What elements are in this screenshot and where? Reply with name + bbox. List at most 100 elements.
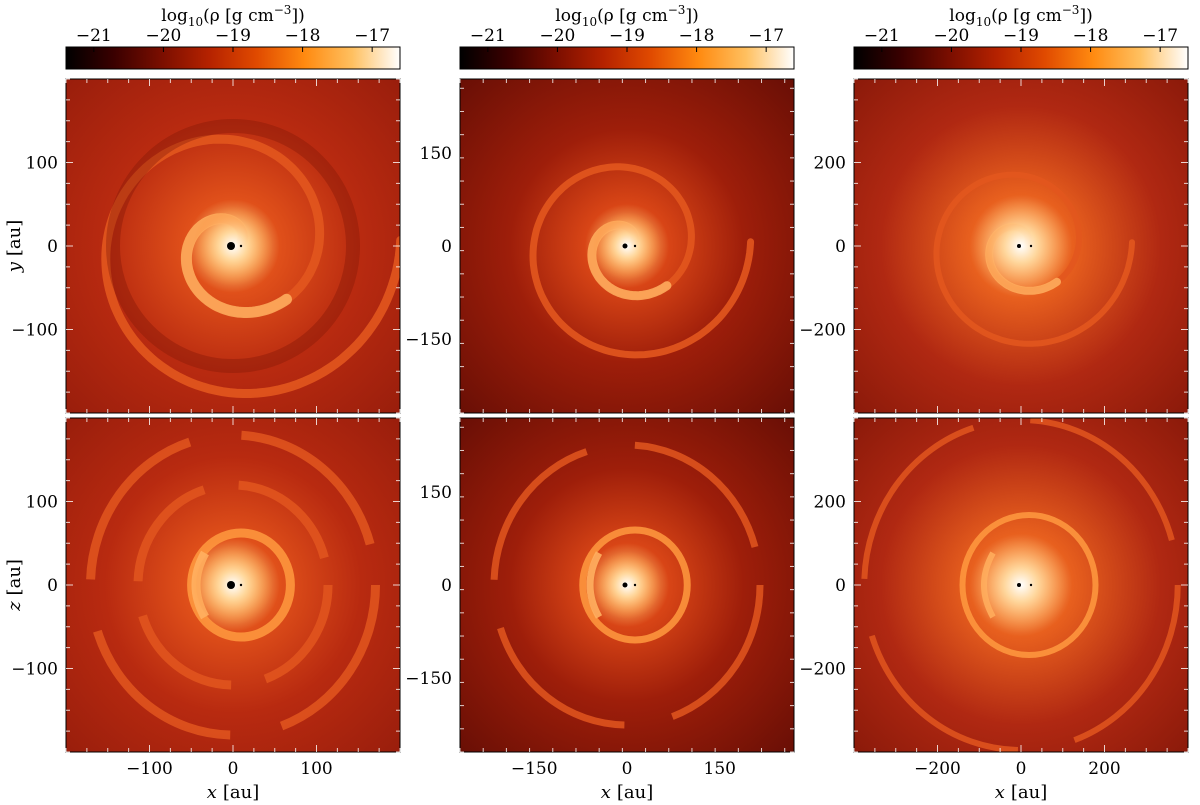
shell-arc bbox=[86, 430, 380, 740]
x-tick-label: −100 bbox=[126, 759, 173, 779]
colorbar-title-exp: −3 bbox=[668, 3, 686, 17]
colorbar-title-end: ]) bbox=[685, 6, 698, 26]
y-tick-label: 0 bbox=[441, 576, 452, 596]
colorbar-title-end: ]) bbox=[1079, 6, 1092, 26]
y-tick-label: 0 bbox=[47, 576, 58, 596]
panel-face-on-1: −100 0 100 bbox=[11, 78, 401, 414]
companion-star bbox=[633, 244, 637, 248]
y-axis-unit: [au] bbox=[4, 220, 25, 256]
y-tick-label: 100 bbox=[26, 493, 58, 513]
colorbar-3: −21 −20 −19 −18 −17 log10(ρ [g cm−3]) bbox=[853, 3, 1189, 70]
colorbar-title-sub: 10 bbox=[976, 15, 991, 29]
panel-face-on-3: −200 0 200 bbox=[799, 78, 1189, 414]
x-axis-unit: [au] bbox=[617, 782, 653, 803]
colorbar-title-sub: 10 bbox=[188, 15, 203, 29]
colorbar-2: −21 −20 −19 −18 −17 log10(ρ [g cm−3]) bbox=[459, 3, 795, 70]
shell-arc bbox=[861, 418, 1181, 752]
axis-labels: y [au] x [au] x [au] x [au] z [au] bbox=[4, 220, 1047, 803]
y-tick-label: 0 bbox=[47, 237, 58, 257]
colorbar-1: −21 −20 −19 −18 −17 log10(ρ [g cm−3]) bbox=[65, 3, 401, 70]
x-axis-unit: [au] bbox=[1011, 782, 1047, 803]
primary-star bbox=[622, 582, 628, 588]
y-tick-label: 100 bbox=[26, 154, 58, 174]
x-tick-label: −200 bbox=[914, 759, 961, 779]
colorbar-tick-label: −18 bbox=[679, 26, 715, 46]
y-tick-label: 200 bbox=[814, 154, 846, 174]
x-tick-label: 0 bbox=[228, 759, 239, 779]
y-axis-label: y [au] bbox=[4, 220, 25, 274]
colorbar-tick-label: −18 bbox=[285, 26, 321, 46]
companion-star bbox=[1029, 244, 1033, 248]
colorbar-tick-label: −21 bbox=[76, 26, 112, 46]
colorbar-tick-label: −18 bbox=[1073, 26, 1109, 46]
x-axis-label: x [au] bbox=[601, 782, 654, 803]
x-axis-label: x [au] bbox=[995, 782, 1048, 803]
y-tick-label: −150 bbox=[405, 330, 452, 350]
x-axis-label: x [au] bbox=[207, 782, 260, 803]
colorbar-title-rest: (ρ [g cm bbox=[991, 6, 1062, 26]
dark-ring bbox=[106, 119, 360, 373]
panel-frame bbox=[459, 78, 795, 414]
colorbar-tick-label: −20 bbox=[539, 26, 575, 46]
colorbar-title-log: log bbox=[949, 6, 976, 26]
colorbar-tick-label: −19 bbox=[609, 26, 645, 46]
y-tick-label: 0 bbox=[835, 576, 846, 596]
colorbar-title-rest: (ρ [g cm bbox=[203, 6, 274, 26]
companion-star bbox=[633, 583, 637, 587]
panel-grid: −100 0 100 −150 0 150 −200 0 200 −100 0 100 −100 0 100… bbox=[11, 78, 1189, 779]
colorbar-tick-label: −21 bbox=[470, 26, 506, 46]
y-axis-label: z [au] bbox=[4, 559, 25, 612]
x-tick-label: 100 bbox=[300, 759, 332, 779]
companion-star bbox=[1029, 583, 1033, 587]
y-axis-var: z bbox=[4, 601, 25, 612]
colorbar-title-log: log bbox=[555, 6, 582, 26]
panel-edge-on-2: −150 0 150 −150 0 150 bbox=[405, 417, 795, 779]
colorbar-tick-label: −20 bbox=[933, 26, 969, 46]
shell-arc bbox=[133, 480, 333, 690]
primary-star bbox=[227, 581, 235, 589]
y-tick-label: −100 bbox=[11, 660, 58, 680]
colorbar-tick-label: −17 bbox=[354, 26, 390, 46]
colorbar-title-sub: 10 bbox=[582, 15, 597, 29]
colorbar-title: log10(ρ [g cm−3]) bbox=[949, 3, 1092, 29]
primary-star bbox=[227, 242, 235, 250]
x-axis-var: x bbox=[601, 782, 611, 803]
colorbar-title-log: log bbox=[161, 6, 188, 26]
colorbar-tick-label: −17 bbox=[1142, 26, 1178, 46]
colorbar-title-end: ]) bbox=[291, 6, 304, 26]
colorbar-title-rest: (ρ [g cm bbox=[597, 6, 668, 26]
y-tick-label: 0 bbox=[835, 237, 846, 257]
colorbar-title: log10(ρ [g cm−3]) bbox=[555, 3, 698, 29]
primary-star bbox=[1017, 583, 1021, 587]
y-tick-label: 150 bbox=[420, 483, 452, 503]
x-tick-label: 0 bbox=[1016, 759, 1027, 779]
shell-arc bbox=[490, 441, 764, 729]
x-axis-var: x bbox=[995, 782, 1005, 803]
colorbar-tick-label: −21 bbox=[864, 26, 900, 46]
y-tick-label: −100 bbox=[11, 321, 58, 341]
y-axis-unit: [au] bbox=[4, 559, 25, 595]
panel-frame bbox=[459, 417, 795, 753]
x-axis-var: x bbox=[207, 782, 217, 803]
y-tick-label: −150 bbox=[405, 669, 452, 689]
shell-arc bbox=[959, 512, 1099, 658]
panel-edge-on-1: −100 0 100 −100 0 100 bbox=[11, 417, 401, 779]
inner-bow bbox=[586, 551, 603, 619]
x-axis-unit: [au] bbox=[223, 782, 259, 803]
y-tick-label: −200 bbox=[799, 660, 846, 680]
primary-star bbox=[1017, 244, 1021, 248]
colorbar-tick-label: −20 bbox=[145, 26, 181, 46]
x-tick-label: 150 bbox=[704, 759, 736, 779]
y-tick-label: 0 bbox=[441, 237, 452, 257]
y-tick-label: 150 bbox=[420, 144, 452, 164]
x-tick-label: −150 bbox=[511, 759, 558, 779]
panel-face-on-2: −150 0 150 bbox=[405, 78, 795, 414]
y-tick-label: −200 bbox=[799, 321, 846, 341]
x-tick-label: 200 bbox=[1088, 759, 1120, 779]
shell-arc bbox=[579, 526, 691, 644]
y-tick-label: 200 bbox=[814, 493, 846, 513]
colorbar-tick-label: −19 bbox=[1003, 26, 1039, 46]
primary-star bbox=[622, 243, 628, 249]
